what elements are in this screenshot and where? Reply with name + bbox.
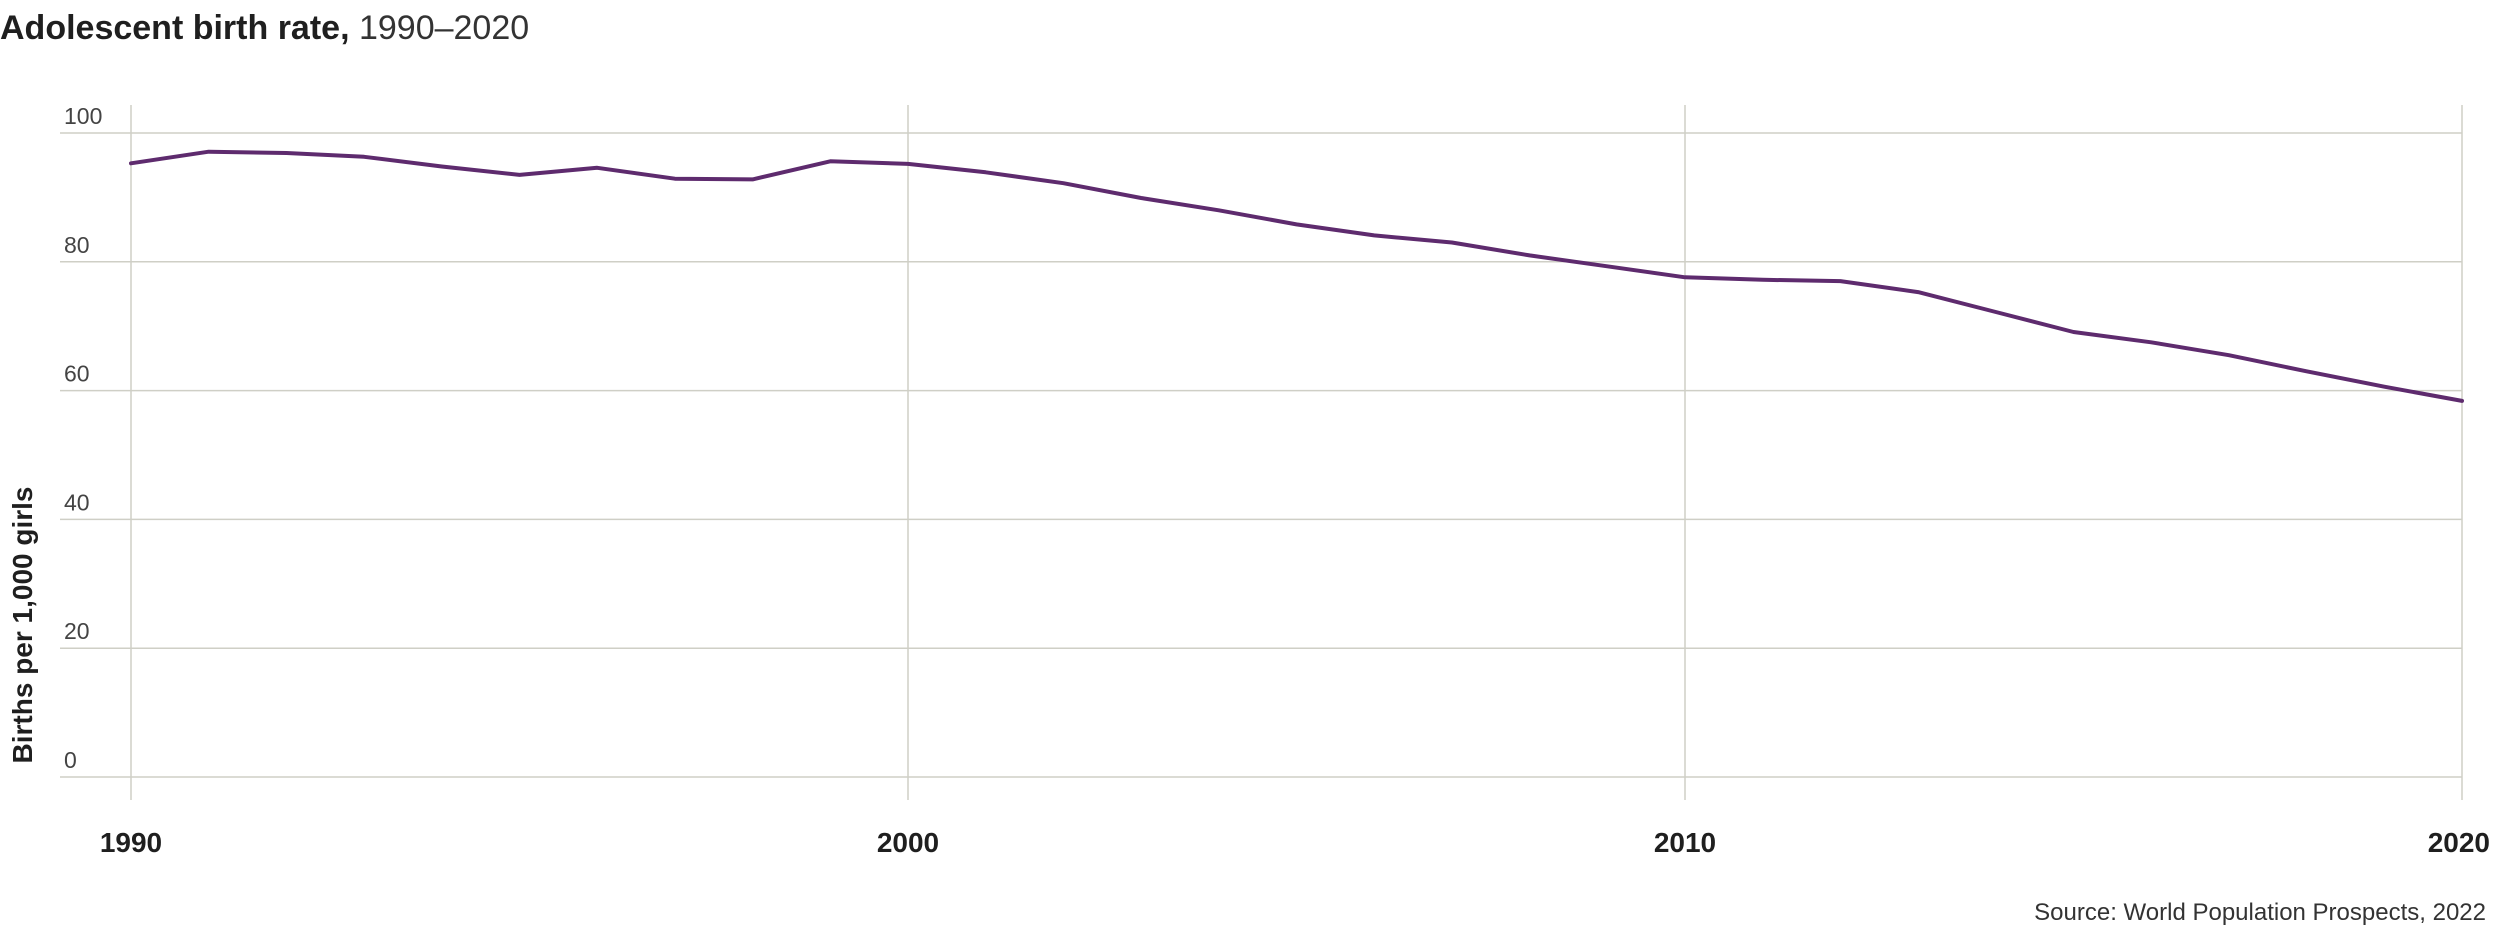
x-tick-label-1990: 1990 <box>100 827 162 858</box>
chart-title-years: 1990–2020 <box>349 9 530 47</box>
series-line-0 <box>129 149 2464 403</box>
series-layer <box>129 149 2464 403</box>
x-tick-label-2010: 2010 <box>1654 827 1716 858</box>
y-tick-label-60: 60 <box>64 361 90 387</box>
y-tick-label-100: 100 <box>64 103 102 129</box>
y-tick-label-40: 40 <box>64 489 90 515</box>
source-note: Source: World Population Prospects, 2022 <box>2034 899 2486 926</box>
chart-title: Adolescent birth rate, 1990–2020 <box>0 6 529 50</box>
x-tick-label-2020: 2020 <box>2428 827 2490 858</box>
y-axis-ticks: 0 20 40 60 80 100 <box>64 103 102 773</box>
x-axis-ticks: 1990 2000 2010 2020 <box>100 827 2490 858</box>
x-tick-label-2000: 2000 <box>877 827 939 858</box>
y-tick-label-80: 80 <box>64 232 90 258</box>
y-tick-label-0: 0 <box>64 747 77 773</box>
y-tick-label-20: 20 <box>64 618 90 644</box>
y-axis-label: Births per 1,000 girls <box>7 486 38 763</box>
chart-title-main: Adolescent birth rate, <box>0 9 350 47</box>
grid-lines <box>60 105 2463 800</box>
